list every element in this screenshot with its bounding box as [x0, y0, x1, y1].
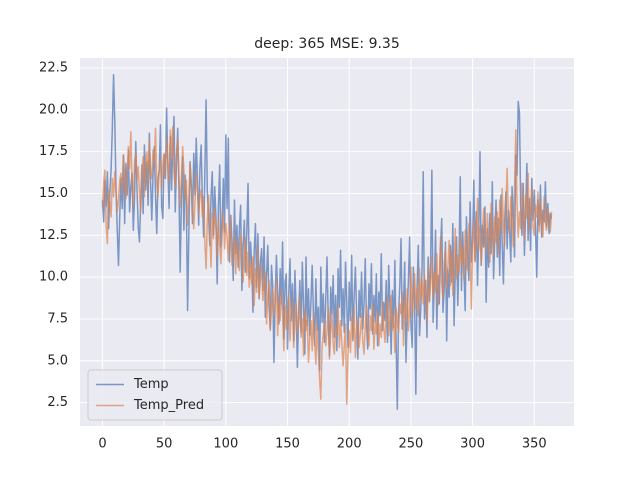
y-tick-label: 7.5	[47, 311, 68, 326]
x-tick-label: 100	[213, 437, 238, 452]
x-tick-label: 150	[275, 437, 300, 452]
x-tick-label: 0	[98, 437, 106, 452]
y-tick-label: 10.0	[39, 270, 68, 285]
x-tick-label: 300	[460, 437, 485, 452]
x-tick-label: 50	[156, 437, 173, 452]
y-tick-label: 2.5	[47, 395, 68, 410]
y-tick-label: 17.5	[39, 144, 68, 159]
y-tick-label: 5.0	[47, 353, 68, 368]
legend-box	[87, 369, 223, 421]
line-series	[101, 125, 553, 405]
legend: Temp Temp_Pred	[87, 369, 223, 421]
y-tick-label: 20.0	[39, 102, 68, 117]
legend-label: Temp	[133, 377, 169, 392]
y-tick-label: 15.0	[39, 186, 68, 201]
chart-title: deep: 365 MSE: 9.35	[254, 36, 400, 52]
y-tick-label: 12.5	[39, 228, 68, 243]
x-tick-label: 350	[522, 437, 547, 452]
x-tick-label: 200	[337, 437, 362, 452]
x-tick-label: 250	[398, 437, 423, 452]
y-tick-label: 22.5	[39, 61, 68, 76]
legend-label: Temp_Pred	[133, 398, 204, 413]
